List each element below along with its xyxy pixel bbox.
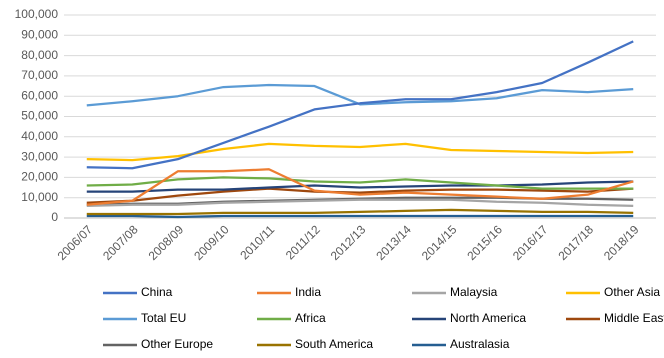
legend-label: Africa [295, 311, 326, 325]
legend-label: Middle East [604, 311, 664, 325]
y-tick-label: 20,000 [21, 170, 58, 184]
series-line [86, 198, 634, 207]
y-tick-label: 30,000 [21, 149, 58, 163]
legend-label: Total EU [141, 311, 186, 325]
legend-label: North America [450, 311, 526, 325]
y-tick-label: 10,000 [21, 190, 58, 204]
y-tick-label: 0 [51, 210, 58, 224]
legend-label: South America [295, 337, 373, 351]
legend-label: Australasia [450, 337, 510, 351]
series-line [86, 176, 634, 190]
series-line [86, 208, 634, 216]
legend-label: India [295, 285, 321, 299]
series-line [86, 187, 634, 204]
y-tick-label: 90,000 [21, 27, 58, 41]
y-tick-label: 40,000 [21, 129, 58, 143]
y-tick-label: 50,000 [21, 109, 58, 123]
x-tick-label: 2009/10 [191, 222, 232, 263]
x-tick-label: 2008/09 [146, 222, 187, 263]
x-tick-label: 2015/16 [464, 222, 505, 263]
series-line [86, 214, 634, 219]
y-tick-label: 80,000 [21, 48, 58, 62]
legend-label: Other Asia [604, 285, 660, 299]
legend-label: Malaysia [450, 285, 498, 299]
x-tick-label: 2011/12 [283, 222, 323, 262]
legend-label: China [141, 285, 173, 299]
x-tick-label: 2014/15 [419, 222, 460, 263]
legend: China India Malaysia Other Asia Total EU Afri… [103, 285, 664, 351]
y-tick-label: 60,000 [21, 88, 58, 102]
x-tick-label: 2013/14 [373, 222, 414, 263]
y-tick-label: 100,000 [15, 7, 59, 21]
x-tick-label: 2010/11 [237, 222, 277, 262]
y-tick-label: 70,000 [21, 68, 58, 82]
legend-label: Other Europe [141, 337, 213, 351]
series-line [86, 168, 634, 206]
series-line [86, 180, 634, 193]
x-tick-label: 2017/18 [555, 222, 596, 263]
x-tick-label: 2007/08 [100, 222, 141, 263]
x-tick-label: 2018/19 [601, 222, 642, 263]
x-tick-label: 2006/07 [55, 222, 96, 263]
x-tick-label: 2012/13 [328, 222, 369, 263]
series-line [86, 40, 634, 170]
series-line [86, 142, 634, 162]
x-tick-label: 2016/17 [510, 222, 551, 263]
